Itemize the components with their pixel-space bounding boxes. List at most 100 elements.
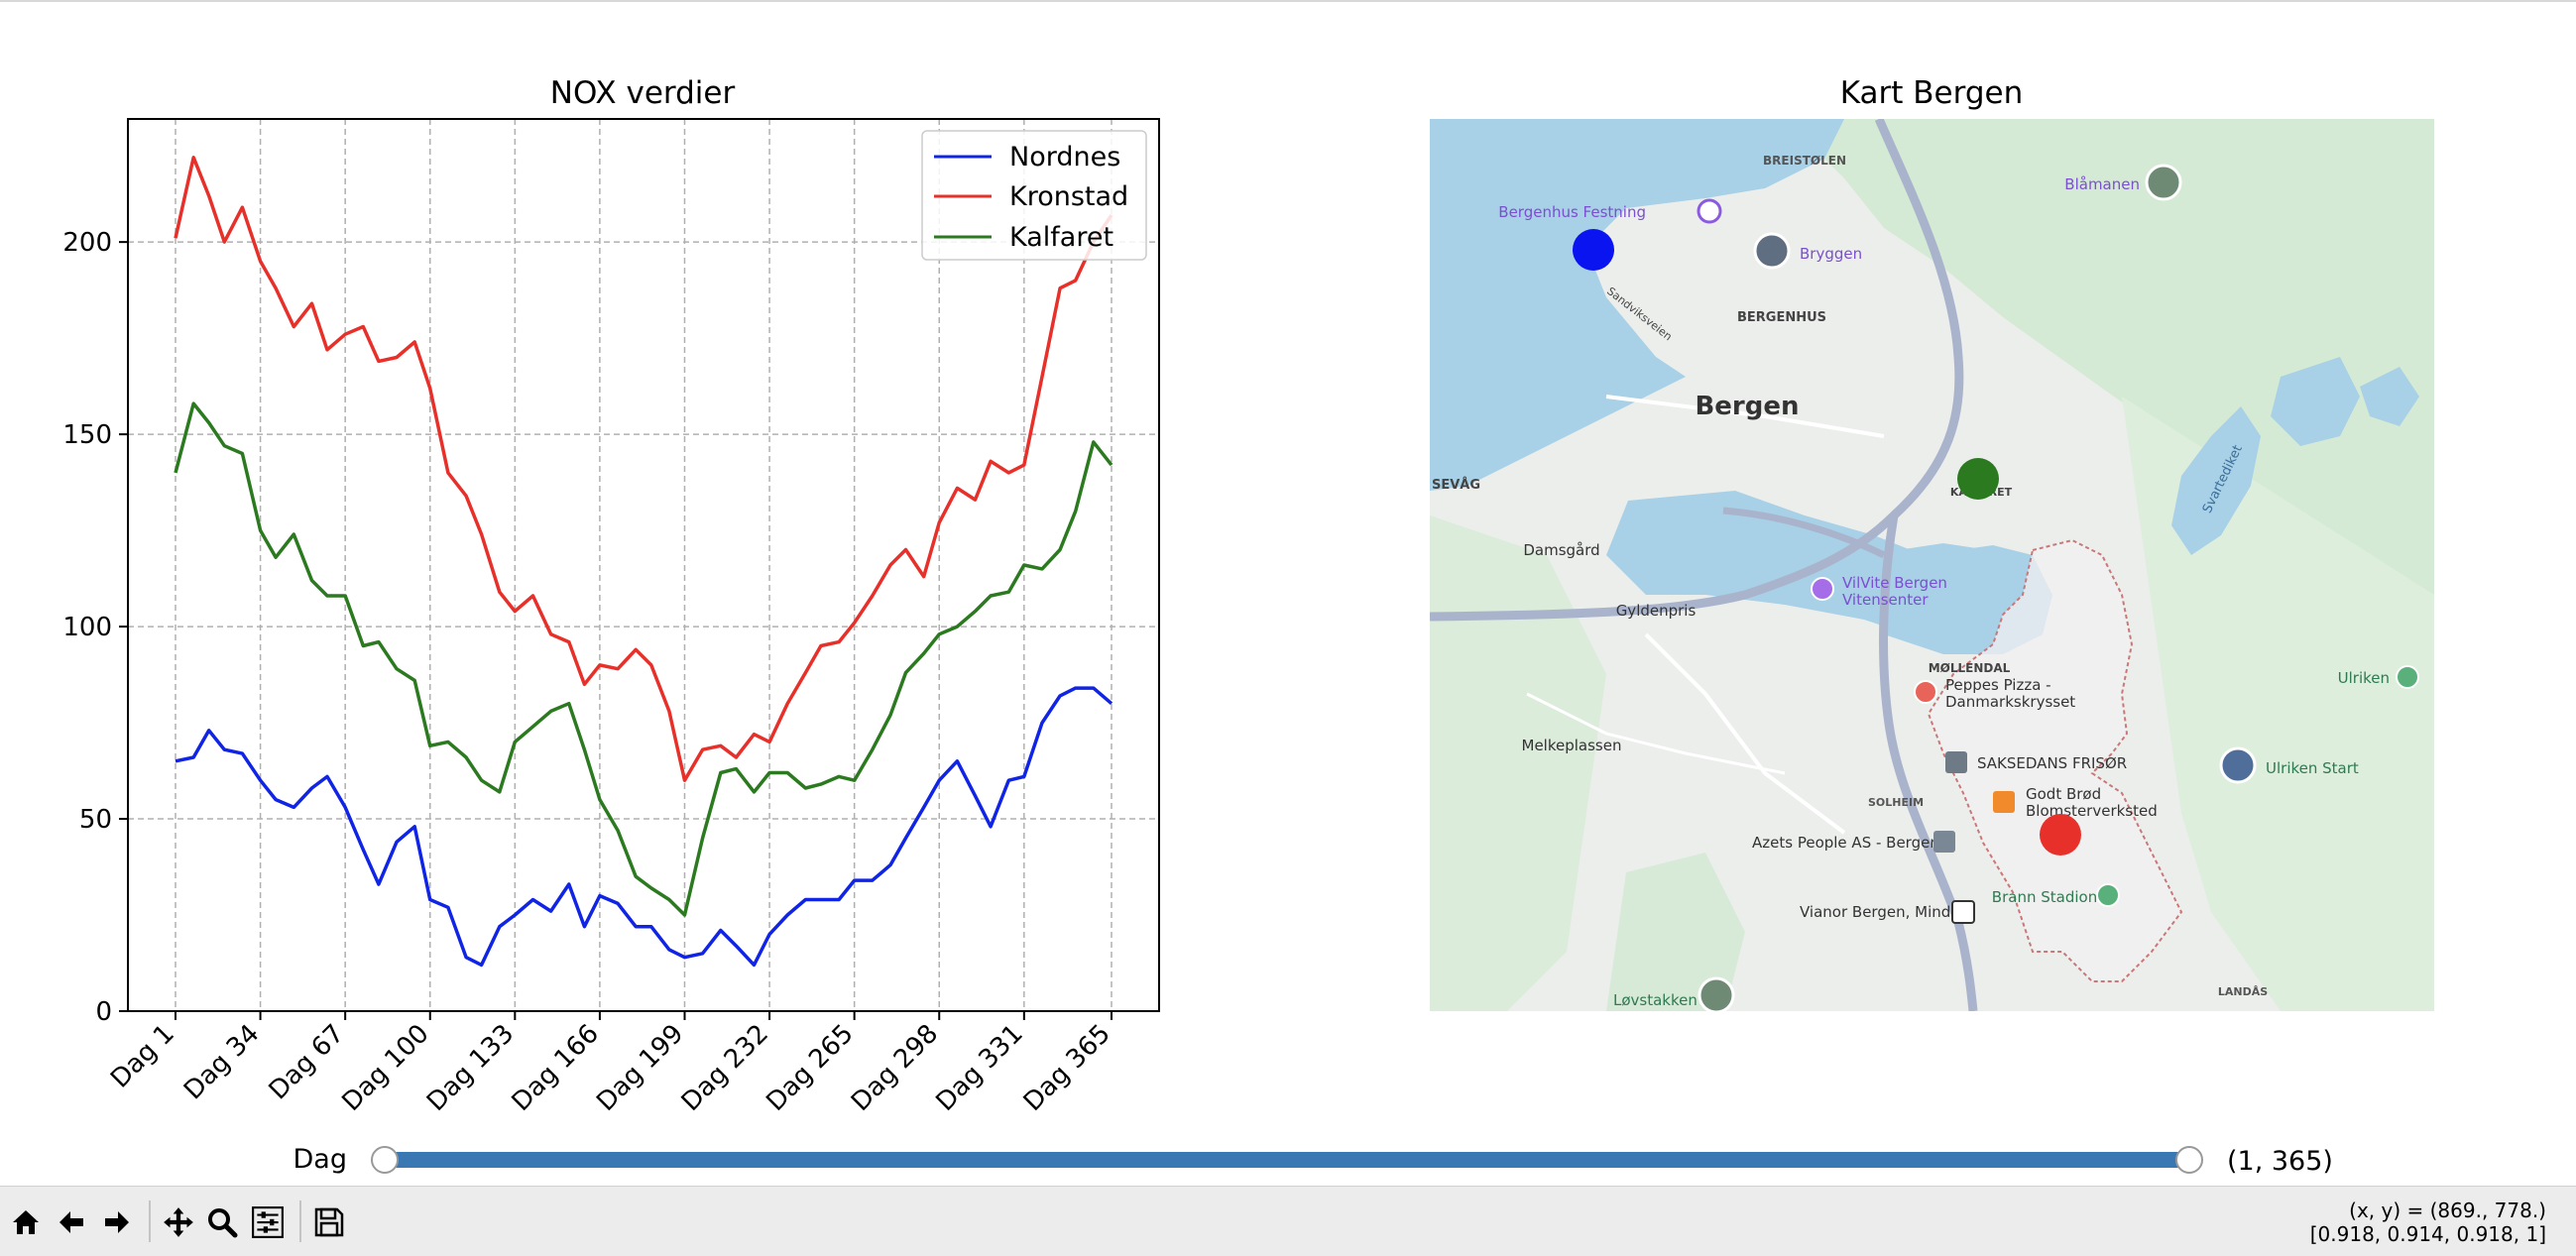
road — [1605, 395, 1885, 438]
poi-shop-icon — [1945, 751, 1967, 773]
x-tick-label: Dag 166 — [507, 1019, 605, 1117]
toolbar-separator — [149, 1200, 151, 1242]
map-label: SOLHEIM — [1868, 796, 1924, 809]
y-tick-label: 150 — [62, 420, 112, 450]
poi-office-icon — [1933, 831, 1955, 853]
plot-frame — [127, 118, 1160, 1012]
legend-box — [921, 130, 1147, 261]
slider-handle-high[interactable] — [2175, 1146, 2203, 1174]
sea — [1430, 119, 1844, 491]
map-label: Damsgård — [1523, 541, 1599, 559]
slider-label: Dag — [293, 1144, 347, 1175]
save-button[interactable] — [309, 1202, 349, 1242]
zoom-button[interactable] — [202, 1202, 242, 1242]
x-tick-label: Dag 298 — [846, 1019, 944, 1117]
lake — [2271, 357, 2360, 446]
series-line-nordnes — [175, 686, 1113, 968]
grid-lines — [128, 119, 1159, 1012]
plot-background — [128, 119, 1159, 1011]
station-marker-nordnes — [1573, 229, 1614, 271]
configure-subplots-button[interactable] — [248, 1202, 288, 1242]
road — [1526, 692, 1786, 775]
x-tick-label: Dag 1 — [105, 1019, 180, 1094]
map-label: Godt Brød — [2026, 785, 2101, 803]
forward-button[interactable] — [97, 1202, 137, 1242]
y-tick-label: 100 — [62, 613, 112, 642]
map-label: Blåmanen — [2064, 175, 2140, 193]
chart-title: NOX verdier — [550, 75, 736, 111]
map-label: Ulriken Start — [2266, 759, 2359, 777]
poi-shop-icon — [1993, 791, 2015, 813]
x-tick-label: Dag 100 — [336, 1019, 434, 1117]
poi-car-icon — [1951, 900, 1975, 924]
map-label: Azets People AS - Bergen — [1752, 834, 1939, 852]
x-tick-label: Dag 67 — [264, 1019, 351, 1106]
map-label: Melkeplassen — [1522, 737, 1622, 754]
zoom-icon — [208, 1208, 238, 1238]
poi-restaurant-icon — [1914, 680, 1937, 704]
map-label: VilVite Bergen — [1842, 574, 1947, 592]
coordinate-readout: (x, y) = (869., 778.) [0.918, 0.914, 0.9… — [2310, 1199, 2546, 1246]
poi-stadium-icon — [2096, 883, 2120, 907]
district-outline — [1927, 538, 2183, 982]
x-tick-label: Dag 133 — [421, 1019, 520, 1117]
map-label: Blomsterverksted — [2026, 802, 2158, 820]
back-button[interactable] — [52, 1202, 91, 1242]
map-label: Ulriken — [2338, 669, 2390, 687]
x-tick-label: Dag 199 — [591, 1019, 689, 1117]
station-marker-kalfaret — [1957, 458, 1999, 500]
day-range-slider: Dag (1, 365) — [293, 1144, 2333, 1177]
map-label: Danmarkskrysset — [1945, 693, 2075, 711]
poi-photo-icon — [1753, 232, 1791, 270]
y-tick-label: 0 — [95, 997, 112, 1027]
pan-button[interactable] — [159, 1202, 198, 1242]
poi-landmark-icon — [1697, 198, 1722, 224]
poi-photo-icon — [2219, 746, 2257, 784]
legend-label-nordnes: Nordnes — [1009, 142, 1120, 172]
map-label: SEVÅG — [1432, 477, 1480, 493]
park-area — [2122, 397, 2434, 1011]
poi-photo-icon — [2145, 164, 2182, 201]
x-tick-label: Dag 265 — [761, 1019, 859, 1117]
y-tick-label: 50 — [79, 805, 112, 835]
map-label: Bryggen — [1800, 245, 1862, 263]
slider-range-fill — [385, 1152, 2189, 1168]
map-label: BERGENHUS — [1737, 310, 1826, 325]
home-icon — [13, 1210, 39, 1234]
coordinate-readout-rgba: [0.918, 0.914, 0.918, 1] — [2309, 1222, 2546, 1246]
map-label: MØLLENDAL — [1929, 661, 2011, 675]
road — [1644, 632, 1846, 835]
poi-photo-icon — [1698, 976, 1735, 1011]
home-button[interactable] — [6, 1202, 46, 1242]
poi-mountain-icon — [2396, 665, 2419, 689]
map-label: Gyldenpris — [1616, 602, 1697, 620]
park-area — [1606, 853, 1745, 1011]
legend: Nordnes Kronstad Kalfaret — [921, 130, 1147, 261]
navigation-toolbar: (x, y) = (869., 778.) [0.918, 0.914, 0.9… — [0, 1186, 2576, 1256]
park-area — [1430, 515, 1606, 1011]
slider-handle-low[interactable] — [371, 1146, 399, 1174]
top-border — [0, 0, 2576, 2]
map-label: Vitensenter — [1842, 591, 1929, 609]
legend-label-kronstad: Kronstad — [1009, 181, 1128, 212]
map-image: BREISTØLEN Blåmanen Bergenhus Festning B… — [1430, 119, 2434, 1011]
map-label: Peppes Pizza - — [1945, 676, 2051, 694]
x-tick-label: Dag 232 — [676, 1019, 774, 1117]
map-label: Vianor Bergen, Minde — [1800, 903, 1960, 921]
map-chart: Kart Bergen — [1430, 75, 2434, 1011]
series-lines — [174, 156, 1113, 968]
map-title: Kart Bergen — [1840, 75, 2023, 111]
series-line-kronstad — [174, 156, 1113, 782]
series-line-kalfaret — [174, 401, 1113, 917]
map-label: Bergen — [1695, 392, 1799, 421]
legend-label-kalfaret: Kalfaret — [1009, 222, 1113, 253]
map-label: BREISTØLEN — [1763, 154, 1846, 168]
x-tick-label: Dag 34 — [178, 1019, 266, 1106]
main-road — [1879, 514, 1978, 1011]
pan-icon — [164, 1207, 193, 1237]
map-label: LANDÅS — [2218, 985, 2268, 998]
forward-arrow-icon — [105, 1211, 129, 1233]
